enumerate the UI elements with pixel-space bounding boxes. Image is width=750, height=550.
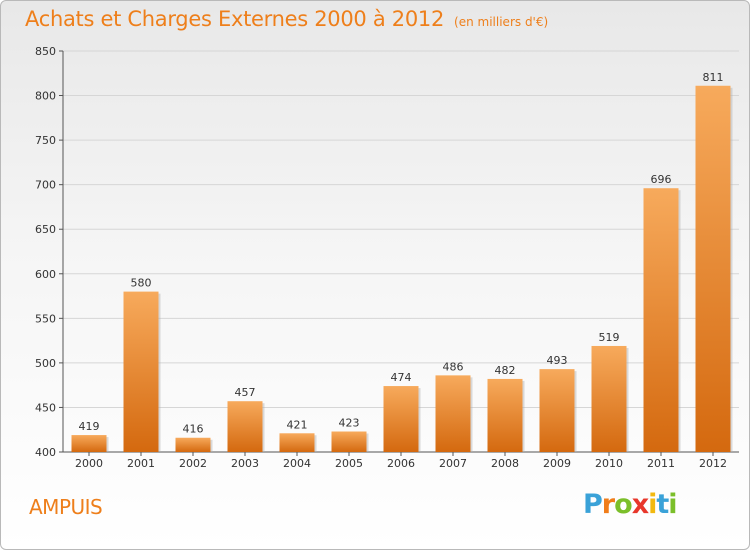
- data-label: 493: [547, 354, 568, 367]
- x-tick-label: 2012: [699, 457, 727, 470]
- logo-letter: t: [656, 489, 669, 520]
- bar: [279, 433, 315, 452]
- bar: [487, 378, 523, 452]
- data-label: 474: [391, 371, 412, 384]
- y-tick-label: 500: [35, 357, 56, 370]
- x-tick-label: 2007: [439, 457, 467, 470]
- x-tick-label: 2006: [387, 457, 415, 470]
- bar: [331, 431, 367, 452]
- x-tick-label: 2009: [543, 457, 571, 470]
- bar: [643, 188, 679, 452]
- data-label: 416: [183, 423, 204, 436]
- x-tick-label: 2002: [179, 457, 207, 470]
- bar: [71, 435, 107, 452]
- data-label: 482: [495, 364, 516, 377]
- data-label: 419: [79, 420, 100, 433]
- logo-letter: o: [614, 489, 633, 520]
- logo-letter: r: [601, 489, 615, 520]
- logo-letter: i: [668, 489, 677, 520]
- y-tick-label: 750: [35, 134, 56, 147]
- data-label: 519: [599, 331, 620, 344]
- x-tick-label: 2011: [647, 457, 675, 470]
- logo-letter: P: [583, 489, 603, 520]
- y-tick-label: 550: [35, 312, 56, 325]
- y-tick-label: 800: [35, 90, 56, 103]
- data-label: 696: [651, 173, 672, 186]
- bar: [227, 401, 263, 452]
- data-label: 421: [287, 418, 308, 431]
- chart-title-main: Achats et Charges Externes 2000 à 2012: [25, 7, 445, 31]
- proxiti-logo: Proxiti: [583, 489, 678, 520]
- chart-title: Achats et Charges Externes 2000 à 2012 (e…: [25, 7, 548, 31]
- data-label: 457: [235, 386, 256, 399]
- x-tick-label: 2003: [231, 457, 259, 470]
- y-tick-label: 600: [35, 268, 56, 281]
- x-tick-label: 2001: [127, 457, 155, 470]
- x-tick-label: 2005: [335, 457, 363, 470]
- logo-letter: x: [631, 489, 649, 520]
- bar: [175, 437, 211, 452]
- bar: [383, 386, 419, 452]
- x-tick-label: 2008: [491, 457, 519, 470]
- bar: [435, 375, 471, 452]
- y-tick-label: 650: [35, 223, 56, 236]
- commune-name: AMPUIS: [29, 495, 103, 519]
- x-tick-label: 2004: [283, 457, 311, 470]
- y-tick-label: 400: [35, 446, 56, 459]
- chart-unit-label: (en milliers d'€): [454, 15, 549, 29]
- bar: [123, 291, 159, 452]
- data-label: 580: [131, 277, 152, 290]
- logo-letter: i: [648, 489, 657, 520]
- y-tick-label: 850: [35, 45, 56, 58]
- x-tick-label: 2010: [595, 457, 623, 470]
- bar: [695, 85, 731, 453]
- data-label: 486: [443, 360, 464, 373]
- bar: [591, 345, 627, 452]
- bar: [539, 369, 575, 452]
- data-label: 811: [703, 71, 724, 84]
- x-tick-label: 2000: [75, 457, 103, 470]
- y-tick-label: 700: [35, 179, 56, 192]
- y-tick-label: 450: [35, 401, 56, 414]
- data-label: 423: [339, 417, 360, 430]
